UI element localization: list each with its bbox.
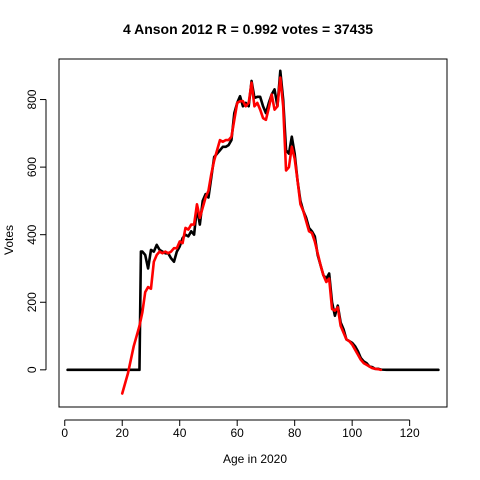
chart-title: 4 Anson 2012 R = 0.992 votes = 37435	[123, 21, 373, 37]
x-tick-label: 0	[61, 426, 68, 440]
y-axis: 0 200 400 600 800	[25, 89, 47, 373]
x-tick-label: 80	[288, 426, 302, 440]
x-axis-label: Age in 2020	[223, 452, 287, 466]
y-tick-label: 0	[25, 366, 39, 373]
x-tick-label: 20	[116, 426, 130, 440]
y-tick-label: 800	[25, 89, 39, 109]
y-tick-label: 400	[25, 224, 39, 244]
x-tick-label: 120	[400, 426, 420, 440]
series-line-2	[120, 76, 383, 395]
x-tick-label: 100	[342, 426, 362, 440]
x-axis: 0 20 40 60 80 100 120	[61, 419, 420, 440]
x-tick-label: 60	[231, 426, 245, 440]
y-tick-label: 600	[25, 157, 39, 177]
y-axis-label: Votes	[2, 225, 16, 255]
series-layer	[66, 69, 440, 395]
x-tick-label: 40	[173, 426, 187, 440]
plot-box	[58, 58, 448, 408]
y-tick-label: 200	[25, 292, 39, 312]
